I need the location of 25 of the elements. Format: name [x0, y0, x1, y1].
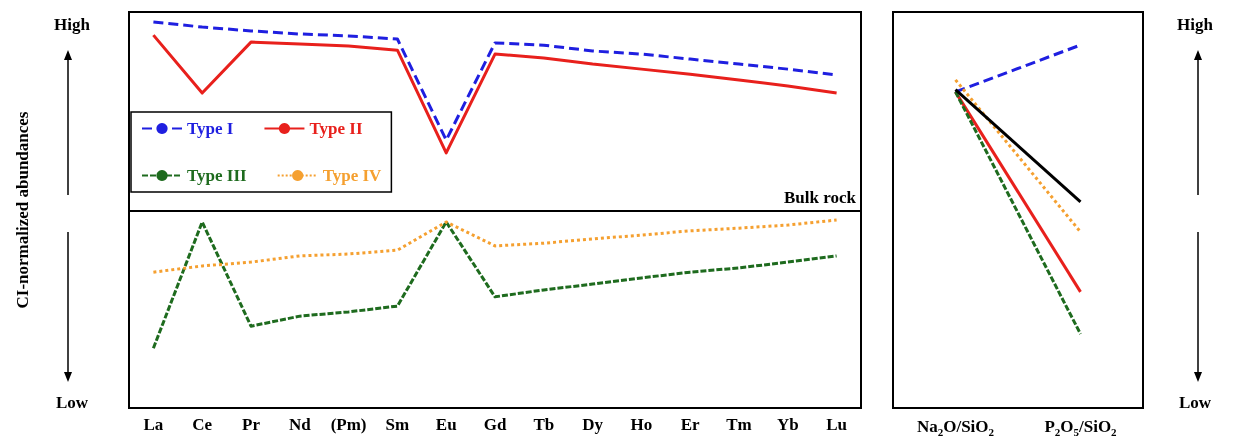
text: High — [1177, 15, 1214, 34]
x-tick-label: Gd — [483, 415, 507, 434]
x-tick-label: Ce — [192, 415, 213, 434]
x-tick-label: Lu — [826, 415, 847, 434]
legend-label: Type II — [309, 119, 363, 138]
x-tick-label: La — [143, 415, 164, 434]
x-tick-label: Pr — [242, 415, 261, 434]
x-tick-label: Yb — [776, 415, 799, 434]
legend-label: Type IV — [322, 166, 383, 185]
ref-line-label: Bulk rock — [784, 188, 857, 208]
x-tick-label: Tb — [533, 415, 555, 434]
y-axis-title: CI-normalized abundances — [12, 111, 32, 309]
x-tick-label: Tm — [726, 415, 752, 434]
text: Low — [1178, 393, 1212, 412]
x-tick-label: Er — [680, 415, 701, 434]
x-tick-label: Nd — [288, 415, 312, 434]
legend-label: Type III — [187, 166, 248, 185]
text: Low — [55, 393, 89, 412]
x-tick-label: Eu — [435, 415, 457, 434]
x-tick-label: Sm — [385, 415, 410, 434]
x-tick-label: Dy — [582, 415, 604, 434]
x-tick-label: (Pm) — [330, 415, 367, 434]
x-tick-label: Ho — [630, 415, 653, 434]
legend-label: Type I — [187, 119, 234, 138]
text: High — [54, 15, 91, 34]
